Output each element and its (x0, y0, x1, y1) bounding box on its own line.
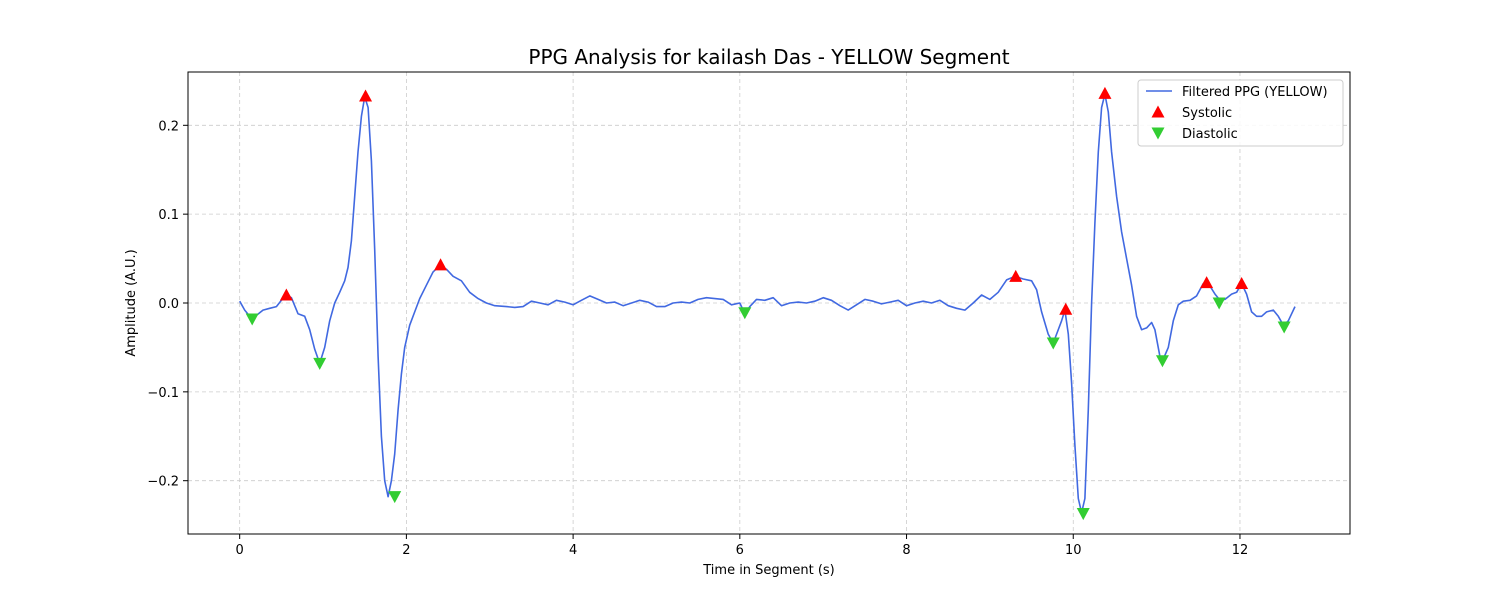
x-tick-label: 4 (569, 543, 577, 558)
y-tick-label: 0.2 (158, 119, 179, 134)
y-axis-label: Amplitude (A.U.) (124, 249, 139, 356)
legend-label: Filtered PPG (YELLOW) (1182, 85, 1328, 100)
systolic-marker (1235, 276, 1249, 289)
x-tick-label: 6 (736, 543, 744, 558)
series-line-filtered-ppg (239, 93, 1296, 514)
systolic-marker (1009, 269, 1023, 282)
diastolic-marker (1277, 321, 1291, 334)
y-tick-label: 0.0 (158, 297, 179, 312)
tick-layer: 0 2 4 6 8 10 12 −0.2 −0.1 0.0 0.1 0.2 (147, 119, 1248, 558)
x-axis-label: Time in Segment (s) (702, 563, 834, 578)
legend-systolic-swatch (1151, 105, 1165, 118)
series-layer (239, 86, 1296, 521)
legend-box (1137, 79, 1344, 147)
diastolic-marker (1076, 508, 1090, 521)
y-tick-label: −0.2 (147, 475, 179, 490)
legend-label: Systolic (1182, 106, 1232, 121)
x-tick-label: 12 (1232, 543, 1249, 558)
diastolic-marker (245, 313, 259, 326)
x-tick-label: 0 (236, 543, 244, 558)
diastolic-marker (388, 491, 402, 504)
diastolic-marker (1046, 337, 1060, 350)
x-tick-label: 2 (402, 543, 410, 558)
legend-diastolic-swatch (1151, 127, 1165, 140)
legend: Filtered PPG (YELLOW) Systolic Diastolic (1137, 79, 1344, 147)
systolic-marker (1200, 276, 1214, 289)
systolic-marker (1059, 302, 1073, 315)
systolic-marker (434, 258, 448, 271)
diastolic-marker (1212, 297, 1226, 310)
systolic-marker (1098, 86, 1112, 99)
systolic-marker (359, 89, 373, 102)
systolic-marker (279, 288, 293, 301)
x-tick-label: 10 (1065, 543, 1082, 558)
y-tick-label: 0.1 (158, 208, 179, 223)
y-tick-label: −0.1 (147, 386, 179, 401)
diastolic-marker (313, 357, 327, 370)
chart-title: PPG Analysis for kailash Das - YELLOW Se… (528, 45, 1009, 69)
x-tick-label: 8 (902, 543, 910, 558)
diastolic-marker (738, 307, 752, 320)
diastolic-marker (1155, 355, 1169, 368)
legend-label: Diastolic (1182, 127, 1238, 142)
